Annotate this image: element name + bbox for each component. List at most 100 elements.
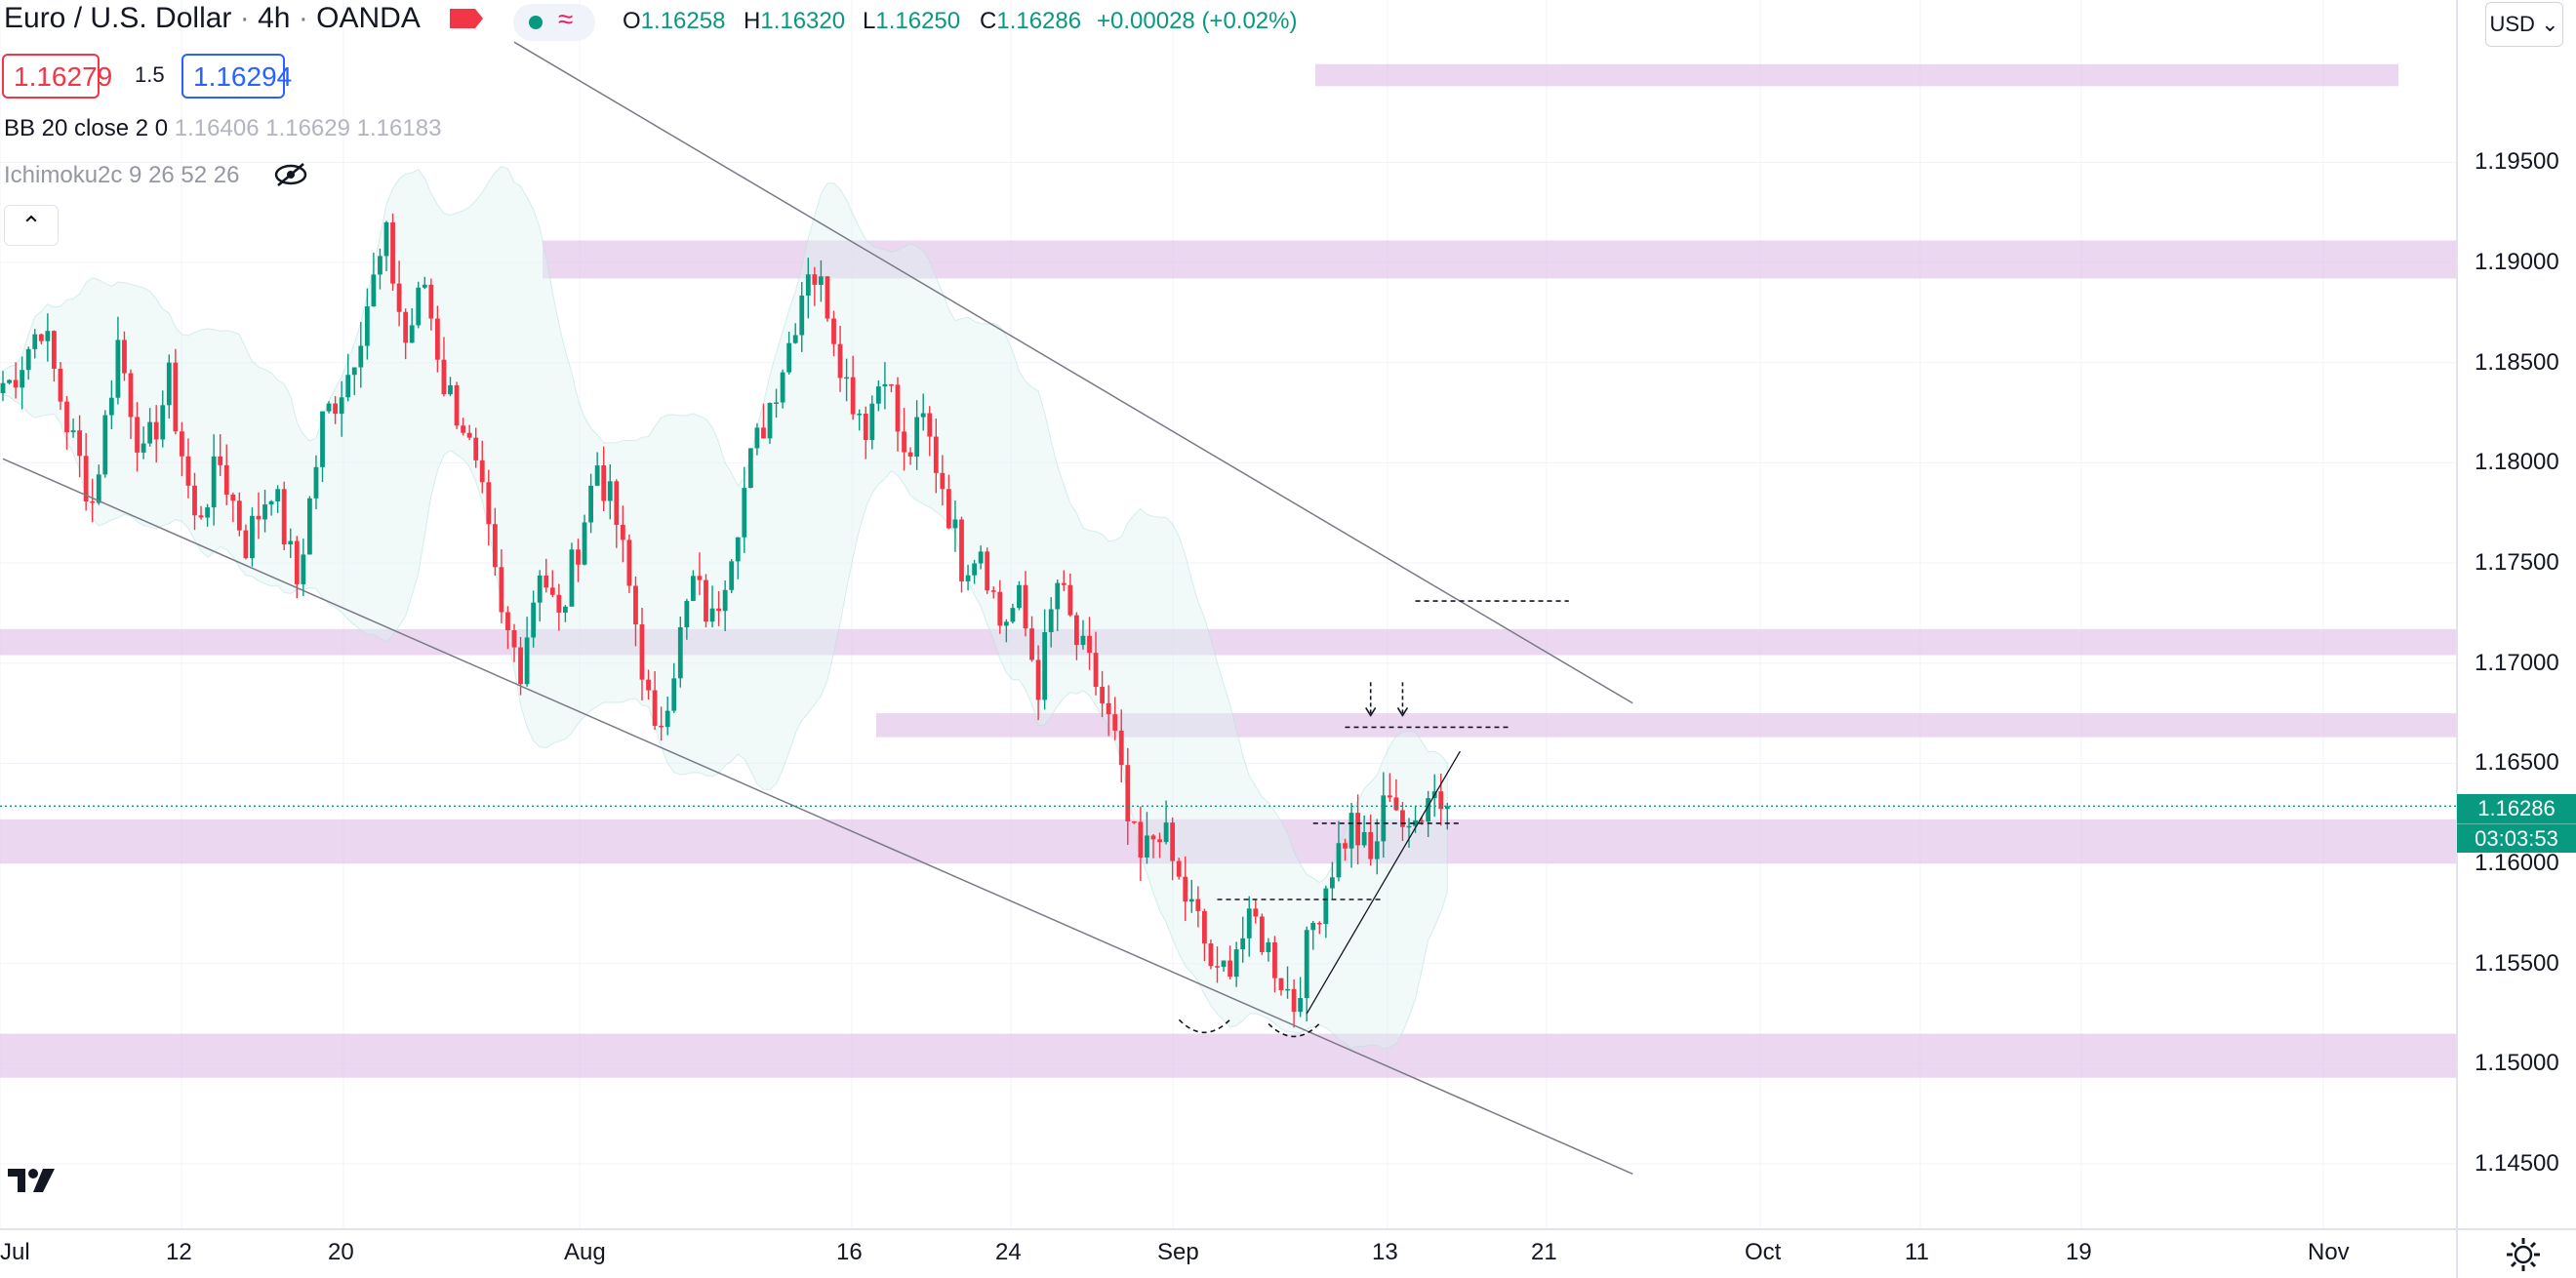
candle-body xyxy=(1176,860,1182,877)
candle-body xyxy=(1381,795,1387,842)
candle-body xyxy=(218,456,223,465)
ohlc-close: C1.16286 xyxy=(980,8,1082,34)
currency-select[interactable]: USD ⌄ xyxy=(2485,2,2563,47)
collapse-legend-button[interactable]: ⌃ xyxy=(4,205,59,246)
candle-body xyxy=(262,504,267,520)
candle-body xyxy=(1055,582,1061,610)
candle-body xyxy=(441,359,447,395)
candle-body xyxy=(1208,943,1214,967)
candle-body xyxy=(454,384,460,426)
candle-body xyxy=(1393,797,1399,811)
candle-body xyxy=(1374,841,1380,859)
candle-body xyxy=(1304,930,1309,999)
candle-body xyxy=(435,318,440,360)
candle-body xyxy=(351,367,357,376)
indicator-bb-lower: 1.16183 xyxy=(356,115,442,141)
candle-body xyxy=(588,485,593,523)
candle-body xyxy=(122,339,127,374)
candle-body xyxy=(626,539,632,586)
indicator-ichimoku-name: Ichimoku2c 9 26 52 26 xyxy=(4,162,240,188)
time-axis-label: Sep xyxy=(1157,1239,1199,1265)
time-axis-label: 12 xyxy=(166,1239,192,1265)
candle-body xyxy=(1240,938,1246,950)
time-axis-label: 11 xyxy=(1905,1239,1929,1265)
candle-body xyxy=(52,331,57,369)
candle-body xyxy=(1080,635,1086,646)
double-bottom-arc xyxy=(1178,1018,1230,1033)
resistance-zone xyxy=(876,713,2457,738)
candle-body xyxy=(844,377,849,379)
candle-body xyxy=(307,498,312,555)
price-axis-label: 1.15000 xyxy=(2475,1050,2559,1077)
candle-body xyxy=(927,413,933,437)
candle-body xyxy=(339,397,344,415)
candle-body xyxy=(1145,835,1149,858)
candle-body xyxy=(192,485,197,516)
price-axis-label: 1.18500 xyxy=(2475,348,2559,376)
candle-body xyxy=(378,256,382,275)
candle-body xyxy=(1368,831,1374,859)
time-axis-label: Aug xyxy=(564,1239,606,1265)
candle-body xyxy=(1035,659,1041,700)
candle-body xyxy=(684,601,690,627)
tradingview-logo-icon[interactable] xyxy=(4,1161,62,1200)
status-badges[interactable]: ≈ xyxy=(513,4,595,41)
exchange-label: OANDA xyxy=(316,2,421,34)
candle-body xyxy=(671,678,677,711)
candle-body xyxy=(256,515,262,520)
candle-body xyxy=(185,456,191,486)
candle-body xyxy=(294,540,300,584)
candle-body xyxy=(147,421,153,444)
candle-body xyxy=(135,417,140,453)
candle-body xyxy=(812,274,818,285)
currency-label: USD xyxy=(2489,12,2535,36)
price-axis-label: 1.14500 xyxy=(2475,1150,2559,1178)
candle-body xyxy=(614,481,620,525)
candle-body xyxy=(792,335,798,343)
candle-body xyxy=(1100,687,1105,703)
indicator-ichimoku[interactable]: Ichimoku2c 9 26 52 26 xyxy=(4,162,240,189)
candle-body xyxy=(1228,960,1232,978)
eye-off-icon[interactable] xyxy=(273,162,308,187)
indicator-bb[interactable]: BB 20 close 2 0 1.16406 1.16629 1.16183 xyxy=(4,115,441,142)
candle-body xyxy=(371,274,377,307)
candle-body xyxy=(691,576,696,602)
candle-body xyxy=(1426,798,1431,822)
double-bottom-arc xyxy=(1268,1022,1320,1038)
candle-body xyxy=(128,373,134,418)
candle-body xyxy=(1106,702,1111,715)
candle-body xyxy=(837,343,843,379)
candle-body xyxy=(747,448,753,489)
symbol-header[interactable]: Euro / U.S. Dollar · 4h · OANDA xyxy=(4,2,421,34)
candle-body xyxy=(709,608,715,622)
candle-body xyxy=(7,379,12,383)
candle-body xyxy=(1183,876,1188,902)
price-axis-label: 1.17500 xyxy=(2475,549,2559,577)
candle-body xyxy=(594,465,600,486)
candle-body xyxy=(620,524,625,540)
candle-body xyxy=(920,413,926,418)
candle-body xyxy=(1074,615,1079,646)
candle-body xyxy=(333,403,338,415)
candle-body xyxy=(825,276,830,319)
candle-body xyxy=(511,629,517,648)
candle-body xyxy=(1323,888,1329,925)
candle-body xyxy=(633,585,638,625)
candle-body xyxy=(819,276,824,285)
candle-body xyxy=(320,411,325,467)
buy-button[interactable]: 1.16294 xyxy=(181,54,292,99)
candle-body xyxy=(1170,822,1176,861)
time-axis-label: Nov xyxy=(2308,1239,2350,1265)
candle-body xyxy=(1188,899,1194,902)
price-axis-label: 1.19500 xyxy=(2475,148,2559,176)
sell-button[interactable]: 1.16279 xyxy=(2,54,112,99)
settings-icon[interactable] xyxy=(2504,1235,2543,1274)
flag-icon[interactable] xyxy=(450,9,483,28)
candle-body xyxy=(301,554,306,584)
candle-body xyxy=(1444,806,1450,810)
candle-body xyxy=(1029,628,1034,660)
candle-body xyxy=(115,339,121,398)
candle-body xyxy=(997,591,1003,626)
candle-body xyxy=(889,383,894,386)
